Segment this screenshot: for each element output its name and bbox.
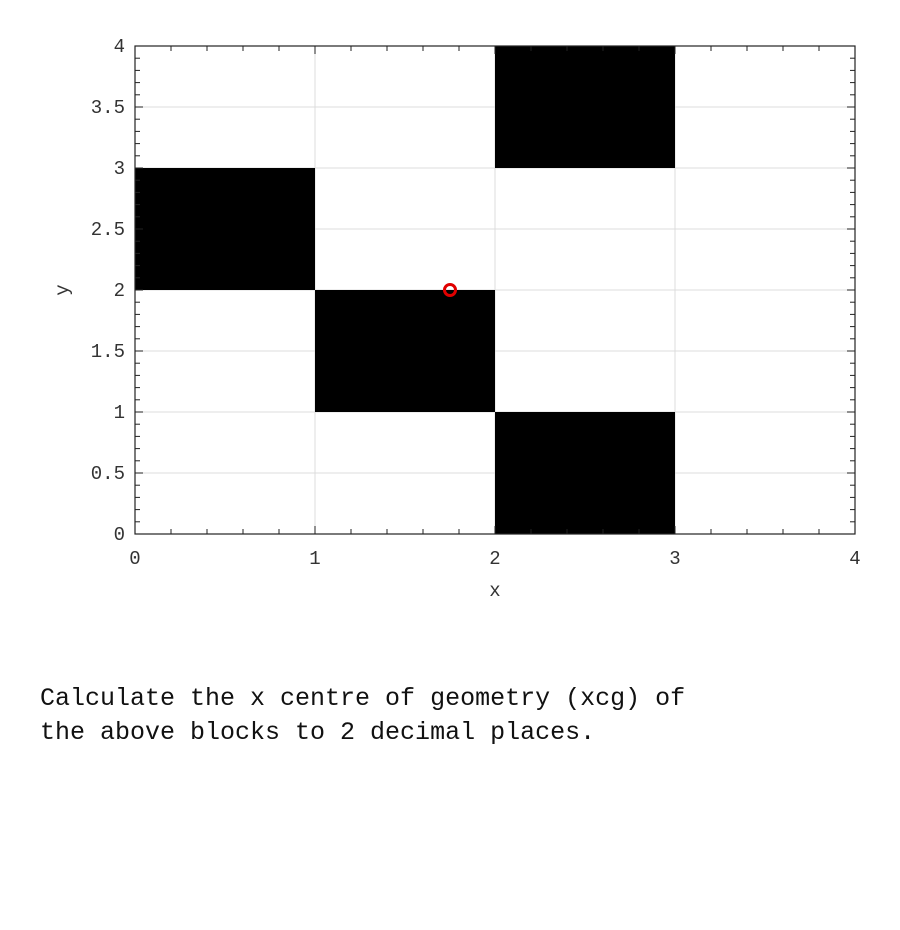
block: [315, 290, 495, 412]
y-tick-label: 1: [114, 402, 125, 424]
centroid-marker: [443, 283, 457, 297]
x-axis-label: x: [489, 580, 500, 602]
y-tick-label: 4: [114, 36, 125, 58]
block: [495, 412, 675, 534]
chart: 0 1 2 3 4 0 0.5 1 1.5 2 2.5 3 3.5 4 x y: [52, 36, 861, 602]
x-tick-label: 0: [129, 548, 140, 570]
markers: [443, 283, 457, 297]
x-tick-label: 1: [309, 548, 320, 570]
y-tick-label: 2.5: [91, 219, 125, 241]
x-tick-labels: 0 1 2 3 4: [129, 548, 860, 570]
x-tick-label: 3: [669, 548, 680, 570]
y-tick-label: 3: [114, 158, 125, 180]
block: [495, 46, 675, 168]
y-tick-label: 0.5: [91, 463, 125, 485]
ticks: [134, 45, 856, 535]
y-tick-label: 0: [114, 524, 125, 546]
y-tick-labels: 0 0.5 1 1.5 2 2.5 3 3.5 4: [91, 36, 125, 546]
blocks: [135, 46, 675, 534]
y-axis-label: y: [52, 284, 74, 295]
x-tick-label: 4: [849, 548, 860, 570]
y-tick-label: 2: [114, 280, 125, 302]
y-tick-label: 1.5: [91, 341, 125, 363]
question-text: Calculate the x centre of geometry (xcg)…: [40, 684, 686, 747]
x-tick-label: 2: [489, 548, 500, 570]
block: [135, 168, 315, 290]
y-tick-label: 3.5: [91, 97, 125, 119]
